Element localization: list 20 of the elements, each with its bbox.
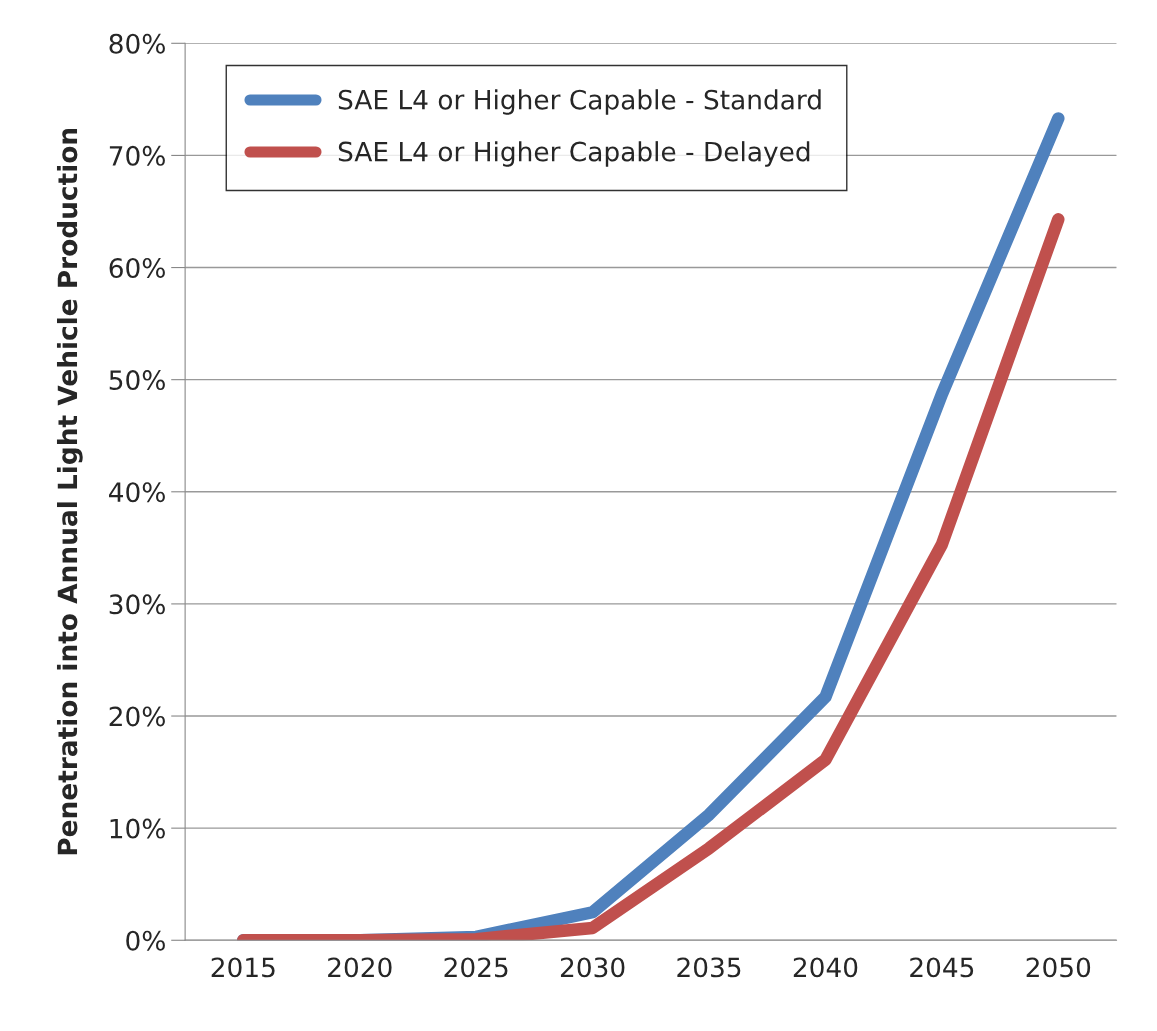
x-tick-label: 2040 — [793, 957, 858, 978]
y-tick-label: 20% — [109, 706, 165, 727]
x-tick-label: 2045 — [910, 957, 974, 978]
x-tick-label: 2015 — [211, 957, 275, 978]
y-tick-label: 70% — [109, 145, 165, 166]
x-tick-label: 2030 — [560, 957, 625, 978]
y-tick-label: 0% — [126, 930, 165, 951]
y-tick-label: 60% — [109, 257, 165, 278]
x-tick-label: 2050 — [1026, 957, 1091, 978]
x-tick-label: 2025 — [444, 957, 508, 978]
legend-label: SAE L4 or Higher Capable - Standard — [338, 89, 821, 115]
y-tick-label: 40% — [109, 482, 165, 503]
y-tick-label: 80% — [109, 33, 165, 54]
y-tick-label: 50% — [109, 370, 165, 391]
y-axis-title: Penetration into Annual Light Vehicle Production — [56, 128, 83, 855]
legend-label: SAE L4 or Higher Capable - Delayed — [338, 141, 810, 167]
x-tick-label: 2035 — [677, 957, 741, 978]
y-tick-label: 30% — [109, 594, 165, 615]
x-tick-label: 2020 — [328, 957, 392, 978]
y-tick-label: 10% — [110, 818, 165, 839]
